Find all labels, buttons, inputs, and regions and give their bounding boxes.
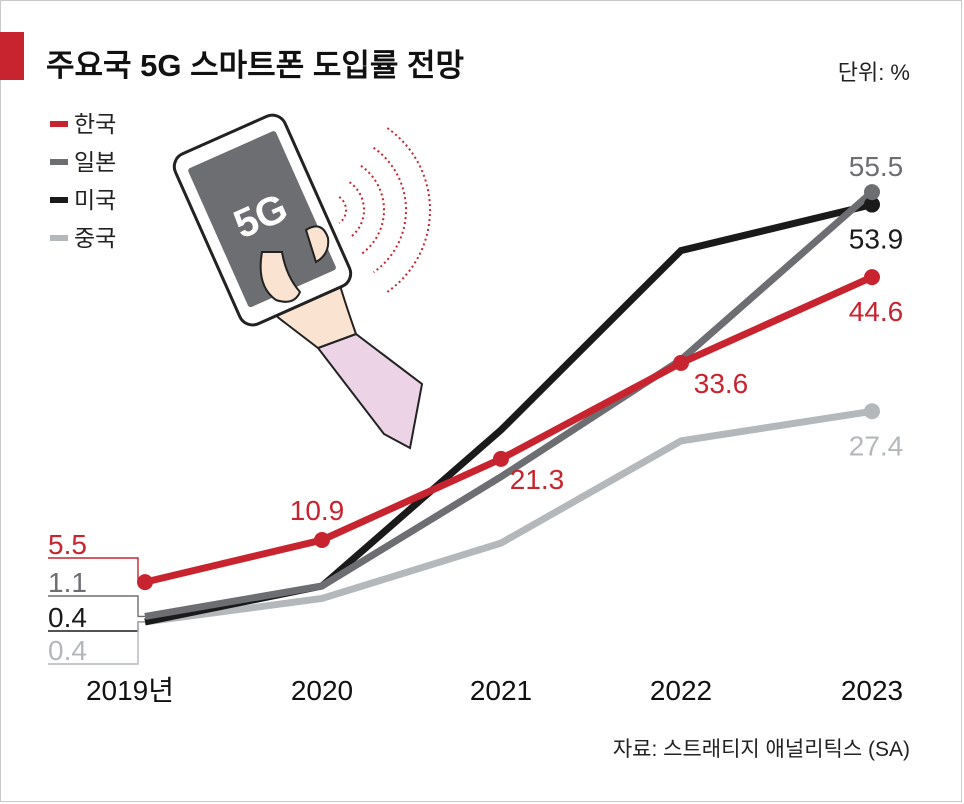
point-china-4: [864, 403, 880, 420]
legend-label: 한국: [74, 111, 116, 137]
legend-item-china: 중국: [50, 225, 116, 251]
hand-holding-5g-phone-icon: 5G: [172, 113, 431, 450]
x-tick-label-4: 2023: [841, 675, 903, 706]
legend-label: 일본: [74, 149, 116, 175]
data-label-japan-0: 1.1: [48, 567, 87, 598]
unit-label: 단위: %: [838, 60, 910, 85]
point-korea-2: [493, 450, 509, 467]
point-korea-3: [673, 354, 689, 371]
legend-item-usa: 미국: [50, 187, 116, 213]
point-usa-4: [864, 196, 880, 213]
legend-item-japan: 일본: [50, 149, 116, 175]
data-label-korea-0: 5.5: [48, 529, 87, 560]
data-label-korea-3: 33.6: [694, 368, 749, 399]
series-line-japan: [144, 189, 875, 620]
accent-bar: [0, 32, 24, 80]
series-line-china: [144, 407, 873, 626]
data-label-china-4: 27.4: [849, 430, 904, 461]
data-label-korea-4: 44.6: [849, 296, 904, 327]
data-label-usa-0: 0.4: [48, 602, 87, 633]
leader-line-japan: [48, 595, 145, 618]
x-tick-label-1: 2020: [291, 675, 353, 706]
point-korea-1: [314, 531, 330, 548]
data-label-korea-1: 10.9: [290, 495, 345, 526]
x-tick-label-2: 2021: [470, 675, 532, 706]
data-label-japan-4: 55.5: [849, 151, 904, 182]
legend-label: 중국: [74, 225, 116, 251]
legend-label: 미국: [74, 187, 116, 213]
data-label-korea-2: 21.3: [510, 464, 565, 495]
legend-item-korea: 한국: [50, 111, 116, 137]
chart-title: 주요국 5G 스마트폰 도입률 전망: [46, 48, 464, 83]
leader-line-china: [48, 621, 145, 665]
data-label-china-0: 0.4: [48, 635, 87, 666]
point-japan-4: [864, 184, 880, 201]
x-tick-label-3: 2022: [650, 675, 712, 706]
data-label-usa-4: 53.9: [849, 224, 904, 255]
plot-area: 5.5 1.1 0.40.4 10.9 21.3 33.6 55.5 53.9 44.6 27.4…: [48, 151, 903, 706]
point-korea-4: [864, 269, 880, 286]
x-tick-label-0: 2019년: [86, 675, 174, 706]
source-note: 자료: 스트래티지 애널리틱스 (SA): [613, 738, 910, 761]
leader-line-korea: [48, 557, 145, 583]
